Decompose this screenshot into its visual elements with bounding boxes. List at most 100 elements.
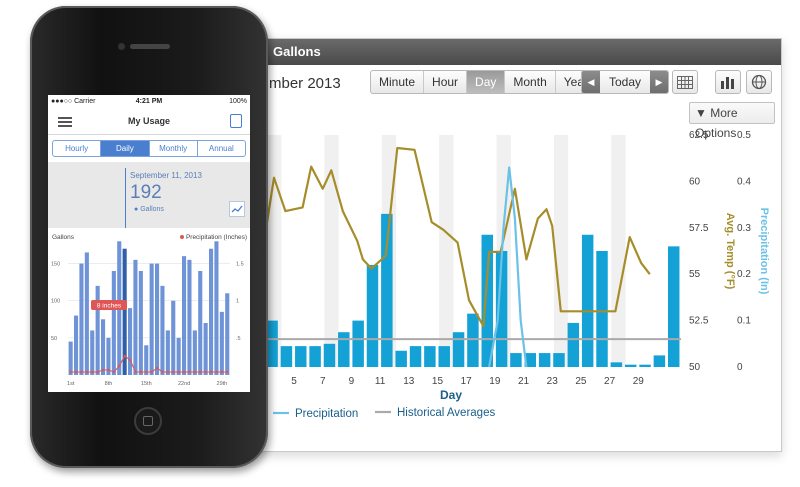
precip-tick-label: 0.3 <box>737 223 751 234</box>
gallons-bar <box>338 332 350 367</box>
mobile-gallons-bar <box>95 285 100 375</box>
mobile-precip-point <box>226 370 229 374</box>
summary-unit-label: Gallons <box>140 206 164 213</box>
x-tick-label: 13 <box>403 376 415 387</box>
x-tick-label: 15 <box>432 376 444 387</box>
mobile-precip-point <box>80 370 83 374</box>
range-day-button[interactable]: Day <box>467 71 506 93</box>
temp-axis-label: Avg. Temp (°F) <box>724 213 736 290</box>
status-time: 4:21 PM <box>135 98 163 105</box>
summary-unit: ● Gallons <box>134 206 164 213</box>
gallons-bar <box>366 264 379 367</box>
dashboard-title: Gallons <box>273 44 321 59</box>
home-button[interactable] <box>134 407 162 435</box>
tab-monthly[interactable]: Monthly <box>150 141 198 156</box>
mobile-precip-point <box>155 366 159 370</box>
temp-tick-label: 60 <box>689 176 701 187</box>
mobile-gallons-bar <box>128 308 133 375</box>
mobile-precip-point <box>134 370 137 374</box>
mobile-legend-label: Precipitation (Inches) <box>185 234 247 241</box>
temp-tick-label: 52.5 <box>689 316 709 327</box>
tab-daily[interactable]: Daily <box>101 141 150 156</box>
mobile-gallons-bar <box>225 293 230 375</box>
range-month-button[interactable]: Month <box>505 71 556 93</box>
status-bar: ●●●○○ Carrier 4:21 PM 100% <box>48 95 250 109</box>
mobile-gallons-bar <box>219 311 224 375</box>
precip-annotation-label: 8 inches <box>97 303 122 310</box>
historical-legend-label: Historical Averages <box>397 407 495 419</box>
mobile-precip-point <box>193 370 197 374</box>
phone-speaker <box>130 44 170 49</box>
temp-tick-label: 50 <box>689 362 701 373</box>
water-drop-icon: ● <box>134 206 139 213</box>
dashboard-title-bar: Gallons <box>223 39 781 65</box>
chart-band <box>439 135 454 367</box>
x-tick-label: 23 <box>547 376 559 387</box>
mobile-precip-point <box>123 354 126 358</box>
precip-annotation-bubble <box>91 300 127 310</box>
mobile-gallons-bar <box>160 285 165 375</box>
mobile-precip-point <box>74 370 78 374</box>
mobile-x-tick: 29th <box>217 381 228 387</box>
range-hour-button[interactable]: Hour <box>424 71 468 93</box>
carrier-signal: ●●●○○ Carrier <box>51 98 96 105</box>
gallons-bar <box>295 346 307 367</box>
mobile-y-tick: 100 <box>51 299 60 305</box>
mobile-gallons-bar <box>214 241 219 375</box>
gallons-bar <box>266 320 278 367</box>
tab-annual[interactable]: Annual <box>208 144 234 153</box>
tab-hourly[interactable]: Hourly <box>53 141 102 156</box>
selected-day-marker <box>125 168 126 228</box>
gallons-bar <box>610 362 623 367</box>
precip-axis-label: Precipitation (In) <box>758 208 770 295</box>
x-tick-label: 19 <box>489 376 501 387</box>
calendar-grid-icon[interactable] <box>672 70 698 94</box>
avg-temp-line <box>258 146 651 328</box>
x-tick-label: 27 <box>604 376 616 387</box>
precip-tick-label: 0.2 <box>737 269 751 280</box>
today-button[interactable]: Today <box>608 75 642 89</box>
x-tick-label: 29 <box>633 376 645 387</box>
next-arrow-icon[interactable]: ▶ <box>650 71 668 93</box>
precip-tick-label: 0.4 <box>737 176 751 187</box>
x-tick-label: 5 <box>291 376 297 387</box>
mobile-precip-point <box>172 370 175 374</box>
x-tick-label: 7 <box>320 376 326 387</box>
gallons-bar <box>653 355 666 367</box>
mobile-precip-point <box>139 370 143 374</box>
mobile-x-tick: 1st <box>67 381 75 387</box>
mobile-precip-point <box>145 370 148 374</box>
menu-icon[interactable] <box>58 117 72 127</box>
x-tick-label: 17 <box>461 376 473 387</box>
trend-icon[interactable] <box>229 201 245 217</box>
mobile-y-tick: 50 <box>51 336 57 342</box>
precipitation-line <box>488 166 528 368</box>
mobile-chart-legend: Precipitation (Inches) <box>179 234 247 241</box>
gallons-bar <box>280 346 293 367</box>
mobile-y-tick: 150 <box>51 262 60 268</box>
mobile-precip-point <box>107 368 110 372</box>
date-navigator: ◀ Today ▶ <box>581 70 669 94</box>
mobile-x-tick: 15th <box>141 381 152 387</box>
globe-icon[interactable] <box>746 70 772 94</box>
precip-legend-dot <box>179 235 184 240</box>
x-tick-label: 11 <box>375 376 386 387</box>
bar-chart-icon[interactable] <box>715 70 741 94</box>
x-tick-label: 9 <box>349 376 355 387</box>
mobile-precip-point <box>209 370 213 374</box>
calendar-icon[interactable] <box>230 114 242 128</box>
prev-arrow-icon[interactable]: ◀ <box>582 71 600 93</box>
mobile-gallons-bar <box>101 319 106 375</box>
mobile-precip-point <box>177 370 180 374</box>
more-options-button[interactable]: ▼ More Options <box>689 102 775 140</box>
gallons-bar <box>624 364 637 367</box>
temp-tick-label: 55 <box>689 269 701 280</box>
range-minute-button[interactable]: Minute <box>371 71 425 93</box>
gallons-bar <box>639 364 651 367</box>
precip-tick-label: 0 <box>737 362 743 373</box>
gallons-bar <box>481 234 493 367</box>
mobile-gallons-bar <box>133 259 138 375</box>
mobile-gallons-bar <box>144 345 149 375</box>
mobile-precip-point <box>215 370 218 374</box>
